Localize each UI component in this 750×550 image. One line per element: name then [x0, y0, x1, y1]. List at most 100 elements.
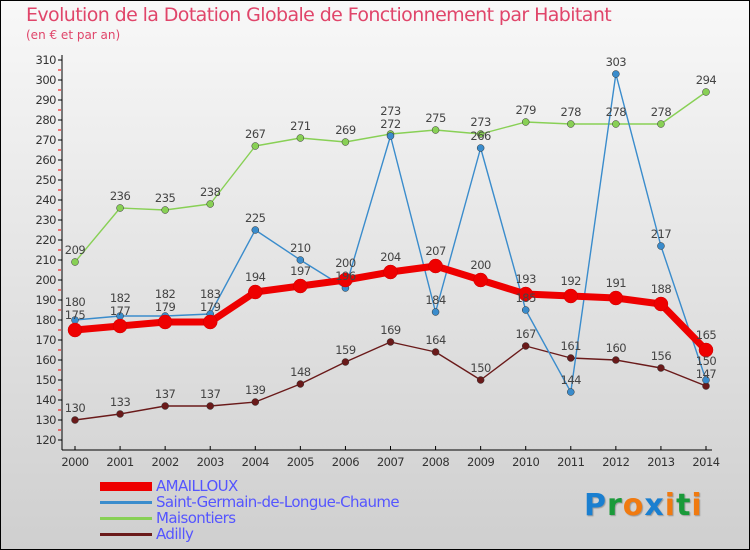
legend-swatch [100, 500, 152, 504]
y-tick-label: 190 [36, 293, 57, 307]
x-tick-label: 2005 [287, 455, 314, 469]
data-label: 217 [651, 227, 672, 241]
data-label: 184 [425, 293, 446, 307]
data-point [567, 388, 575, 396]
data-label: 193 [515, 272, 536, 286]
x-tick-label: 2008 [422, 455, 449, 469]
data-point [206, 200, 214, 208]
logo-letter: i [691, 488, 703, 523]
data-point [702, 88, 710, 96]
data-label: 197 [290, 264, 311, 278]
y-tick-label: 260 [36, 153, 57, 167]
x-tick-label: 2006 [332, 455, 359, 469]
y-tick-label: 230 [36, 213, 57, 227]
data-point [386, 132, 395, 140]
data-label: 200 [335, 256, 356, 270]
data-point [293, 278, 308, 294]
data-point [521, 342, 530, 350]
data-label: 303 [606, 55, 627, 69]
data-point [657, 120, 665, 128]
data-point [428, 258, 443, 274]
data-point [386, 338, 395, 346]
data-label: 210 [290, 241, 311, 255]
chart-subtitle: (en € et par an) [26, 28, 121, 42]
data-label: 188 [651, 282, 672, 296]
y-tick-label: 290 [36, 93, 57, 107]
data-label: 294 [696, 73, 717, 87]
data-point [476, 376, 485, 384]
data-label: 273 [380, 104, 401, 118]
data-point [116, 410, 124, 418]
data-point [431, 348, 440, 356]
y-tick-label: 220 [36, 233, 57, 247]
data-label: 271 [290, 119, 311, 133]
data-point [653, 296, 669, 312]
data-label: 238 [200, 185, 221, 199]
data-point [612, 70, 620, 78]
data-label: 275 [425, 111, 446, 125]
data-label: 150 [470, 361, 491, 375]
data-point [608, 290, 624, 306]
data-label: 278 [561, 105, 582, 119]
data-label: 278 [606, 105, 627, 119]
data-point [71, 416, 79, 424]
data-label: 137 [200, 387, 221, 401]
data-label: 164 [425, 333, 446, 347]
data-label: 175 [65, 308, 86, 322]
data-label: 192 [561, 274, 582, 288]
data-point [476, 144, 485, 152]
data-point [341, 358, 350, 366]
data-label: 266 [470, 129, 491, 143]
logo-letter: i [664, 488, 677, 523]
data-label: 196 [335, 269, 356, 283]
data-point [251, 226, 260, 234]
data-label: 278 [651, 105, 672, 119]
data-label: 269 [335, 123, 356, 137]
data-point [112, 318, 128, 334]
legend-item: Maisontiers [100, 510, 399, 526]
x-tick-label: 2009 [467, 455, 494, 469]
logo-letter: P [584, 488, 607, 523]
data-label: 160 [606, 341, 627, 355]
y-tick-label: 180 [36, 313, 57, 327]
data-point [473, 272, 488, 288]
data-point [431, 308, 440, 316]
legend-label: Maisontiers [156, 509, 236, 527]
x-tick-label: 2012 [602, 455, 629, 469]
x-tick-label: 2010 [512, 455, 539, 469]
data-point [563, 288, 579, 304]
data-point [431, 126, 440, 134]
data-label: 179 [155, 300, 176, 314]
legend-label: Saint-Germain-de-Longue-Chaume [156, 493, 400, 511]
y-tick-label: 300 [36, 73, 57, 87]
legend-item: Adilly [100, 526, 399, 542]
data-label: 165 [696, 328, 717, 342]
proxiti-logo: Proxiti [584, 488, 703, 523]
data-point [567, 354, 575, 362]
legend-swatch [100, 481, 152, 491]
y-tick-label: 280 [36, 113, 57, 127]
data-label: 279 [515, 103, 536, 117]
y-tick-label: 310 [36, 53, 57, 67]
data-label: 273 [470, 115, 491, 129]
data-point [296, 134, 305, 142]
data-label: 180 [65, 295, 86, 309]
data-point [251, 398, 260, 406]
data-label: 177 [110, 304, 131, 318]
data-point [702, 376, 710, 384]
x-tick-label: 2011 [557, 455, 584, 469]
x-tick-label: 2014 [692, 455, 719, 469]
y-tick-label: 270 [36, 133, 57, 147]
x-tick-label: 2004 [242, 455, 269, 469]
y-tick-label: 200 [36, 273, 57, 287]
data-point [338, 272, 353, 288]
data-label: 156 [651, 349, 672, 363]
data-label: 169 [380, 323, 401, 337]
data-label: 236 [110, 189, 131, 203]
y-tick-label: 160 [36, 353, 57, 367]
data-label: 159 [335, 343, 356, 357]
data-point [476, 130, 485, 138]
data-label: 148 [290, 365, 311, 379]
legend: AMAILLOUX Saint-Germain-de-Longue-Chaume M… [100, 478, 400, 542]
